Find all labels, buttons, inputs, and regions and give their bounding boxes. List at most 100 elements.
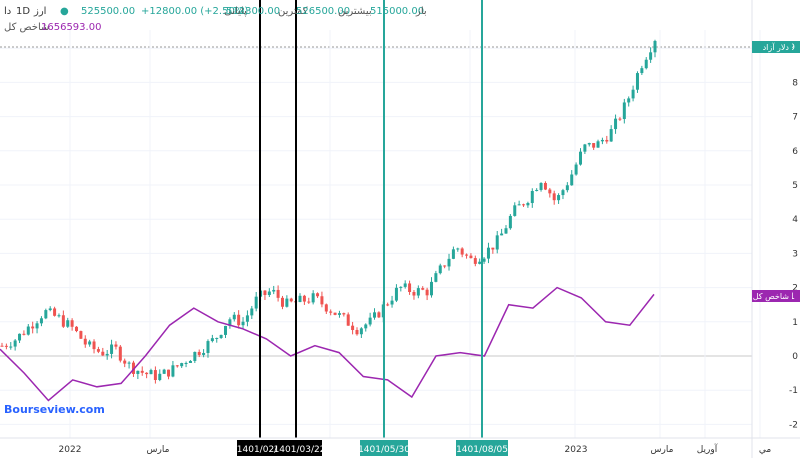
candle-body <box>653 40 657 53</box>
date-marker-label-bg <box>237 440 277 456</box>
candle-body <box>188 360 192 363</box>
candle-body <box>373 312 377 318</box>
candle-body <box>215 337 219 339</box>
price-badge-name: دلار آزاد <box>763 42 790 52</box>
candle-body <box>101 351 105 356</box>
candle-body <box>377 312 381 318</box>
candle-body <box>394 287 398 301</box>
date-marker-label: 1401/02/ <box>237 445 278 455</box>
candle-body <box>140 370 144 373</box>
candle-body <box>513 205 517 216</box>
date-marker-label-bg <box>277 440 322 456</box>
candle-body <box>342 313 346 315</box>
candle-body <box>9 346 13 348</box>
candle-body <box>202 352 206 355</box>
candle-body <box>561 190 565 196</box>
candle-body <box>386 304 390 306</box>
candle-body <box>640 68 644 74</box>
candle-body <box>250 308 254 316</box>
candle-body <box>570 174 574 186</box>
candle-body <box>26 326 30 335</box>
candle-body <box>644 59 648 69</box>
candle-body <box>171 365 175 377</box>
high-value: 526500.00 <box>296 6 351 17</box>
candle-body <box>526 203 530 206</box>
candle-body <box>219 334 223 338</box>
candle-body <box>543 182 547 190</box>
candle-body <box>307 301 311 303</box>
candle-body <box>574 164 578 175</box>
candle-body <box>118 346 122 361</box>
candle-body <box>434 273 438 282</box>
candle-body <box>605 139 609 142</box>
interval[interactable]: 1D <box>16 6 31 17</box>
candle-body <box>167 369 171 377</box>
candle-body <box>635 73 639 90</box>
candle-body <box>136 370 140 374</box>
index-series-line <box>0 286 655 402</box>
candle-body <box>473 258 477 264</box>
date-marker-label-bg <box>360 440 408 456</box>
open-value: 515000.00 <box>370 6 425 17</box>
candle-body <box>70 320 74 327</box>
candle-body <box>162 369 166 374</box>
candle-body <box>35 323 39 329</box>
candle-body <box>302 295 306 302</box>
candle-body <box>539 182 543 190</box>
x-tick-label: مي <box>759 445 772 455</box>
index-value: 1656593.00 <box>41 22 102 33</box>
low-value: 512300.00 <box>226 6 281 17</box>
symbol-name: ارز <box>34 6 47 17</box>
candle-body <box>210 338 214 342</box>
price-candles <box>0 39 657 384</box>
x-tick-label: 2023 <box>565 445 588 455</box>
candle-body <box>530 190 534 204</box>
candle-body <box>333 312 337 315</box>
candle-body <box>438 265 442 274</box>
candle-body <box>614 118 618 130</box>
symbol-suffix: دا <box>4 6 12 17</box>
candle-body <box>425 289 429 296</box>
candle-body <box>83 338 87 345</box>
candle-body <box>48 308 52 311</box>
candle-body <box>127 362 131 364</box>
candle-body <box>22 333 26 335</box>
candle-body <box>280 297 284 307</box>
candle-body <box>123 360 127 364</box>
candle-body <box>508 215 512 229</box>
candle-body <box>460 248 464 255</box>
settings-dot-icon[interactable]: ● <box>60 6 69 17</box>
candle-body <box>622 102 626 120</box>
candle-body <box>364 324 368 329</box>
candle-body <box>649 52 653 60</box>
candle-body <box>145 372 149 375</box>
candle-body <box>88 341 92 345</box>
open-label: باز <box>416 6 427 17</box>
candle-body <box>44 310 48 319</box>
candle-body <box>478 261 482 264</box>
candle-body <box>175 365 179 367</box>
candle-body <box>53 308 57 316</box>
candle-body <box>355 330 359 335</box>
price-badge-value: 9 <box>789 43 795 53</box>
candle-body <box>596 141 600 148</box>
x-tick-label: مارس <box>651 445 674 455</box>
candle-body <box>578 151 582 165</box>
candle-body <box>184 362 188 364</box>
candle-body <box>416 288 420 296</box>
candle-body <box>359 328 363 335</box>
close-label: پایانی <box>224 6 247 17</box>
candle-body <box>105 353 109 356</box>
candle-body <box>500 233 504 236</box>
candle-body <box>153 370 157 380</box>
x-tick-label: مارس <box>147 445 170 455</box>
candle-body <box>399 286 403 288</box>
candle-body <box>443 265 447 267</box>
candle-body <box>600 139 604 142</box>
candle-body <box>276 289 280 298</box>
candle-body <box>324 304 328 312</box>
candle-body <box>39 318 43 324</box>
candle-body <box>504 228 508 234</box>
